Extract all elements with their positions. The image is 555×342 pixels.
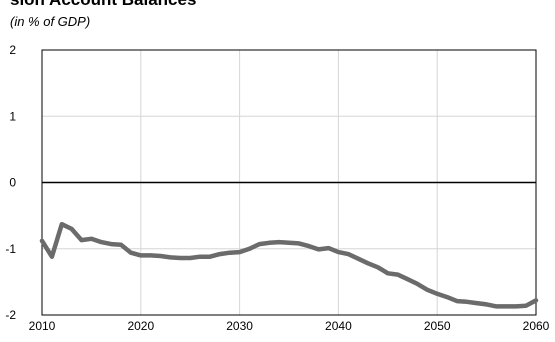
x-tick-label: 2030 [226, 319, 253, 333]
y-tick-label: 1 [9, 109, 16, 123]
y-tick-label: -2 [5, 308, 16, 322]
label-layer: 2010 2020 2030 2040 2050 2060 2 1 0 -1 -2 [5, 43, 549, 333]
y-tick-label: -1 [5, 242, 16, 256]
x-tick-label: 2060 [523, 319, 550, 333]
x-tick-label: 2040 [325, 319, 352, 333]
x-tick-label: 2010 [29, 319, 56, 333]
axis-layer [41, 49, 537, 316]
chart-subtitle: (in % of GDP) [10, 14, 91, 29]
y-tick-label: 2 [9, 43, 16, 57]
series-layer [39, 221, 539, 309]
x-tick-label: 2020 [127, 319, 154, 333]
series-line [39, 221, 539, 309]
y-tick-label: 0 [9, 176, 16, 190]
chart-title: sion Account Balances [10, 0, 196, 10]
x-tick-label: 2050 [424, 319, 451, 333]
plot-border [41, 49, 537, 316]
